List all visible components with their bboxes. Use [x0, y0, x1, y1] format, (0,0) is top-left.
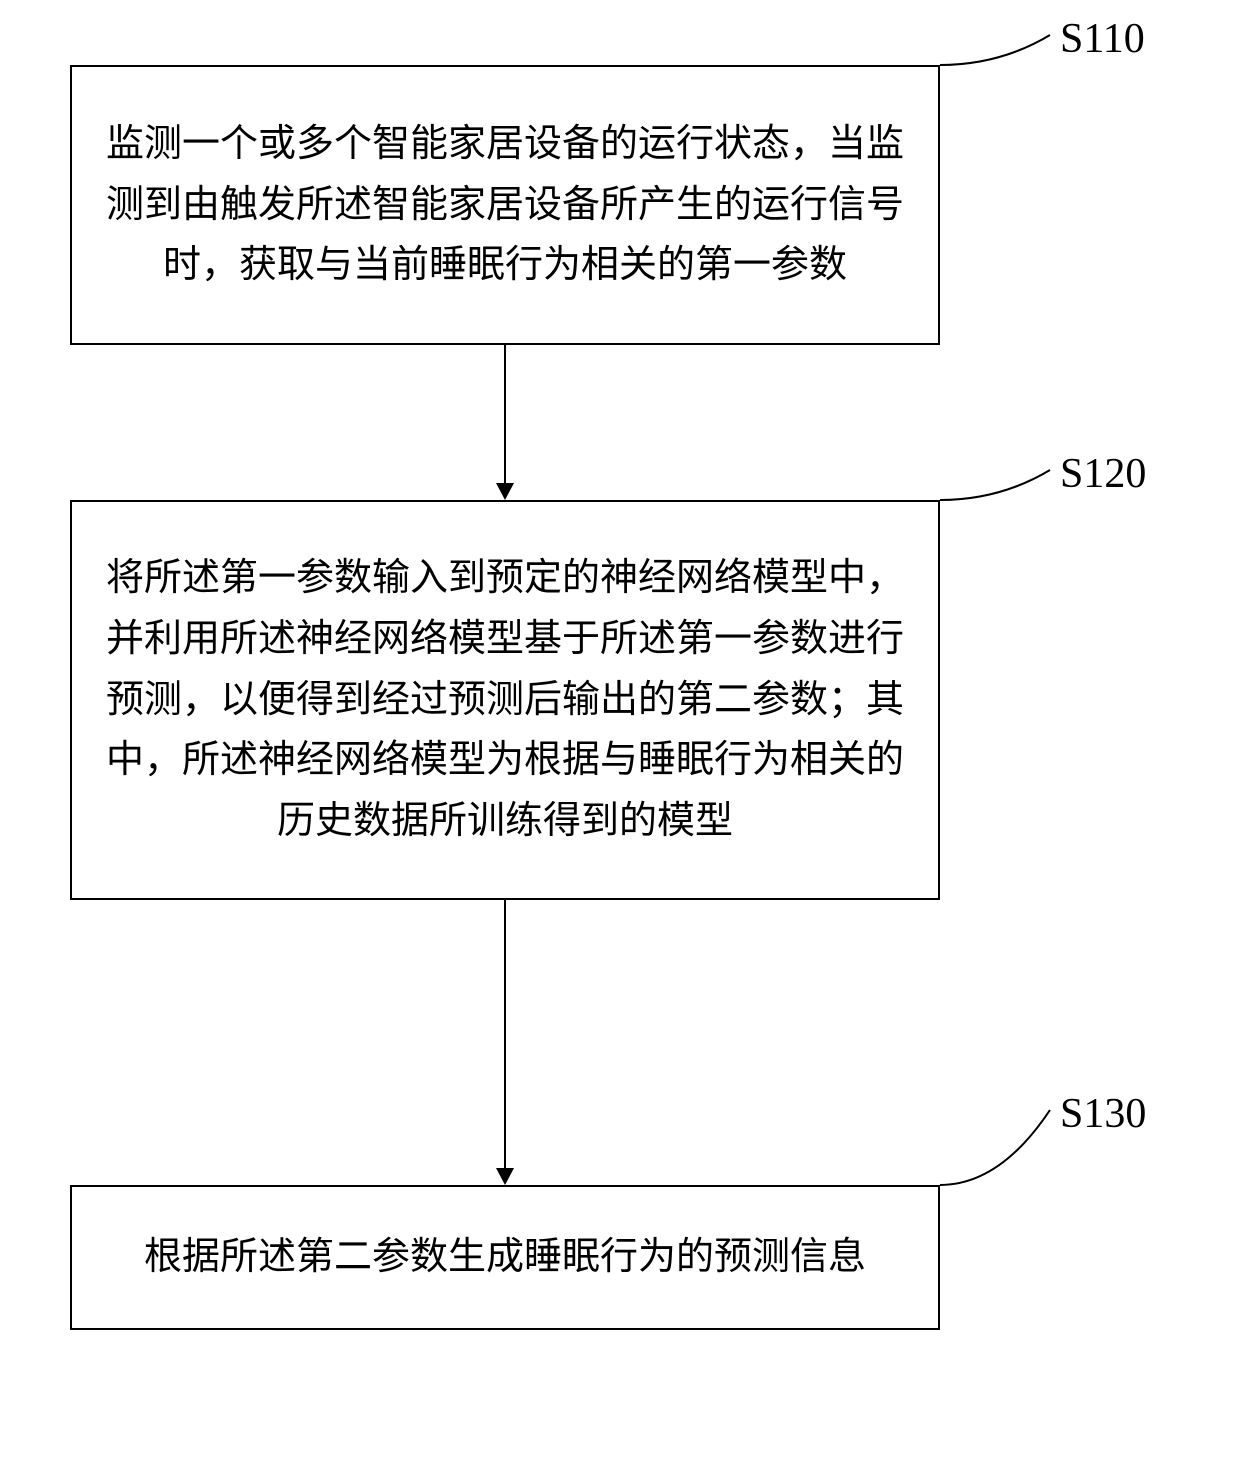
arrow-s110-s120 — [490, 345, 520, 500]
label-curve-s110 — [940, 20, 1060, 80]
node-text-s130: 根据所述第二参数生成睡眠行为的预测信息 — [144, 1227, 866, 1288]
flowchart-node-s110: 监测一个或多个智能家居设备的运行状态，当监测到由触发所述智能家居设备所产生的运行… — [70, 65, 940, 345]
node-text-s110: 监测一个或多个智能家居设备的运行状态，当监测到由触发所述智能家居设备所产生的运行… — [102, 114, 908, 296]
node-text-s120: 将所述第一参数输入到预定的神经网络模型中，并利用所述神经网络模型基于所述第一参数… — [102, 548, 908, 852]
label-curve-s130 — [940, 1090, 1060, 1200]
flowchart-node-s120: 将所述第一参数输入到预定的神经网络模型中，并利用所述神经网络模型基于所述第一参数… — [70, 500, 940, 900]
node-label-s110: S110 — [1060, 15, 1145, 63]
node-label-s120: S120 — [1060, 450, 1146, 498]
flowchart-container: 监测一个或多个智能家居设备的运行状态，当监测到由触发所述智能家居设备所产生的运行… — [0, 0, 1240, 1462]
label-curve-s120 — [940, 455, 1060, 515]
node-label-s130: S130 — [1060, 1090, 1146, 1138]
flowchart-node-s130: 根据所述第二参数生成睡眠行为的预测信息 — [70, 1185, 940, 1330]
arrow-s120-s130 — [490, 900, 520, 1185]
